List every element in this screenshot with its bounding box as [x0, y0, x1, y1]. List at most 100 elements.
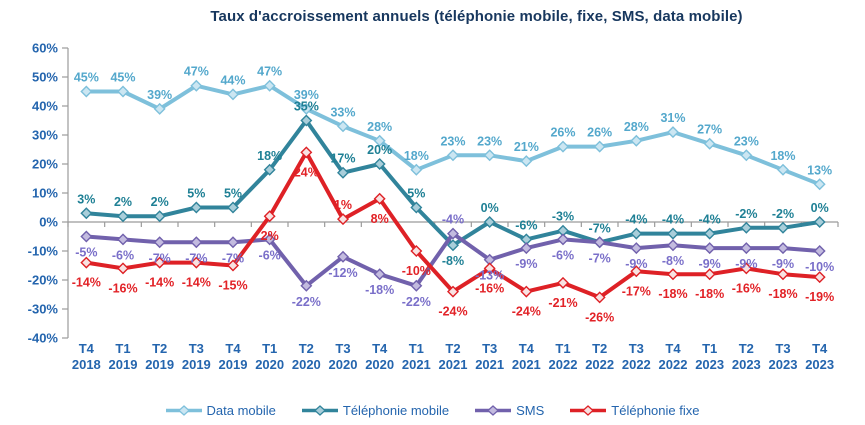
data-point-label: -16%: [732, 281, 761, 295]
data-point-marker: [813, 245, 826, 257]
data-point-marker: [447, 285, 459, 298]
y-tick-label: 60%: [32, 41, 58, 56]
y-tick-label: -10%: [28, 244, 59, 259]
y-tick-label: 30%: [32, 128, 58, 143]
data-point-label: 5%: [187, 187, 205, 201]
data-point-label: -8%: [442, 254, 464, 268]
data-point-label: 21%: [514, 140, 539, 154]
data-point-marker: [520, 285, 533, 298]
y-tick-label: 20%: [32, 157, 58, 172]
data-point-label: 28%: [624, 120, 649, 134]
y-tick-label: -40%: [28, 331, 59, 346]
y-tick-label: -20%: [28, 273, 59, 288]
chart-title: Taux d'accroissement annuels (téléphonie…: [210, 8, 743, 25]
y-tick-label: 50%: [32, 70, 58, 85]
data-point-marker: [557, 233, 569, 246]
data-point-marker: [740, 149, 753, 162]
x-tick-label: T4 2023: [805, 341, 834, 372]
legend-marker-icon: [570, 405, 607, 416]
data-point-marker: [153, 236, 166, 249]
data-point-label: 1%: [334, 198, 352, 212]
legend-label: Téléphonie mobile: [342, 403, 450, 418]
data-point-label: -5%: [75, 246, 97, 260]
data-point-label: 2%: [151, 195, 169, 209]
data-point-marker: [813, 271, 826, 284]
x-tick-label: T2 2019: [145, 341, 174, 372]
data-point-label: -18%: [365, 283, 394, 297]
data-point-label: 5%: [407, 187, 425, 201]
x-tick-label: T2 2021: [439, 341, 468, 372]
data-point-label: 39%: [147, 88, 172, 102]
data-point-marker: [410, 245, 423, 257]
data-point-marker: [300, 279, 313, 292]
data-point-label: 8%: [371, 212, 389, 226]
data-point-label: -18%: [658, 287, 687, 301]
data-point-marker: [593, 236, 606, 249]
legend-item-0: Data mobile: [165, 403, 276, 418]
data-point-marker: [227, 236, 239, 249]
data-point-marker: [410, 279, 423, 292]
data-point-marker: [300, 102, 313, 115]
data-point-label: 23%: [734, 134, 759, 148]
data-point-label: -10%: [402, 264, 431, 278]
y-axis: 60% 50% 40% 30% 20% 10% 0% -10% -20% -30% -40%: [28, 41, 69, 346]
series-markers-2: [80, 227, 826, 292]
data-point-label: -19%: [805, 290, 834, 304]
data-point-marker: [337, 250, 349, 263]
data-point-label: -24%: [438, 305, 467, 319]
chart-legend: Data mobile Téléphonie mobile SMS Téléphoni…: [0, 403, 865, 418]
data-point-label: -16%: [475, 281, 504, 295]
data-point-marker: [667, 239, 679, 252]
data-point-label: -7%: [222, 251, 244, 265]
data-point-label: 5%: [224, 187, 242, 201]
data-point-label: -9%: [625, 257, 647, 271]
x-tick-label: T3 2021: [475, 341, 504, 372]
data-point-label: 0%: [811, 201, 829, 215]
data-point-marker: [337, 166, 349, 179]
data-point-marker: [227, 201, 239, 214]
data-point-marker: [153, 256, 166, 269]
data-point-label: -3%: [552, 210, 574, 224]
data-point-label: -9%: [699, 257, 721, 271]
series-labels-2: -5% -6% -7% -7% -7% -6% -22% -12% -18% -22% -4% -13…: [75, 213, 834, 309]
data-point-marker: [263, 163, 276, 176]
x-tick-label: T2 2023: [732, 341, 761, 372]
x-tick-label: T4 2022: [659, 341, 688, 372]
data-point-label: 23%: [477, 134, 502, 148]
data-point-marker: [117, 210, 129, 223]
data-point-label: 33%: [330, 105, 355, 119]
y-tick-label: -30%: [28, 302, 59, 317]
x-tick-label: T3 2019: [182, 341, 211, 372]
data-point-label: 18%: [257, 149, 282, 163]
data-point-label: -2%: [772, 207, 794, 221]
x-tick-label: T1 2022: [549, 341, 578, 372]
legend-item-3: Téléphonie fixe: [570, 403, 699, 418]
data-point-marker: [227, 88, 239, 101]
data-point-marker: [703, 268, 716, 281]
data-point-marker: [703, 242, 716, 255]
data-point-marker: [153, 102, 166, 115]
series-labels-0: 45% 45% 39% 47% 44% 47% 39% 33% 28% 18% 23% 23% 21% 2…: [74, 65, 832, 178]
data-point-label: -9%: [735, 257, 757, 271]
data-point-label: 45%: [74, 71, 99, 85]
data-point-marker: [630, 265, 643, 278]
data-point-marker: [410, 201, 423, 214]
data-point-marker: [520, 242, 533, 255]
data-point-label: 31%: [660, 111, 685, 125]
data-point-label: 0%: [481, 201, 499, 215]
data-point-marker: [80, 85, 93, 98]
data-point-label: 20%: [367, 143, 392, 157]
data-point-label: -7%: [589, 221, 611, 235]
data-point-label: -14%: [145, 276, 174, 290]
data-point-label: 26%: [587, 126, 612, 140]
data-point-marker: [593, 140, 606, 153]
data-point-marker: [447, 239, 459, 252]
data-point-label: -9%: [515, 257, 537, 271]
data-point-marker: [483, 262, 496, 275]
legend-marker-icon: [475, 405, 512, 416]
legend-label: Data mobile: [206, 403, 276, 418]
data-point-marker: [373, 134, 386, 147]
data-point-label: 13%: [807, 163, 832, 177]
data-point-marker: [373, 268, 386, 281]
